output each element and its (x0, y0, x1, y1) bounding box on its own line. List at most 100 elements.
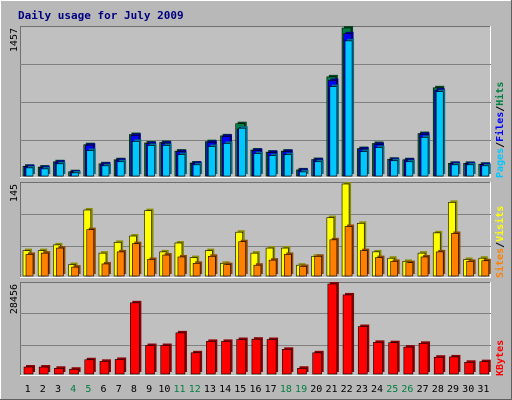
bar-kbytes-day-24 (373, 342, 383, 375)
day-label-12: 12 (189, 384, 201, 395)
bar-kbytes-day-1 (23, 366, 34, 375)
bar-pages-day-14 (223, 143, 231, 177)
day-label-25: 25 (386, 384, 398, 395)
bar-pages-day-22 (344, 40, 353, 177)
bar-kbytes-day-2 (38, 366, 49, 375)
bar-kbytes-day-23 (357, 326, 368, 375)
day-label-20: 20 (310, 384, 322, 395)
bar-pages-day-4 (71, 172, 79, 177)
bar-pages-day-6 (101, 165, 110, 177)
legend-kbytes: KBytes (495, 340, 506, 376)
bar-sites-day-31 (481, 260, 490, 277)
bar-kbytes-day-13 (206, 341, 216, 375)
legend-separator: / (495, 106, 506, 112)
day-label-1: 1 (25, 384, 31, 395)
bar-pages-day-16 (253, 153, 262, 177)
day-label-11: 11 (174, 384, 186, 395)
day-label-16: 16 (249, 384, 261, 395)
bar-kbytes-day-16 (251, 338, 262, 375)
bar-sites-day-14 (223, 264, 231, 277)
middle-legend: Sites/Visits (494, 206, 506, 278)
bar-sites-day-6 (101, 263, 110, 277)
bar-sites-day-1 (25, 254, 34, 277)
legend-visits-sites: Sites/Visits (494, 206, 506, 278)
bar-pages-day-10 (162, 145, 171, 177)
bar-pages-day-19 (299, 171, 307, 177)
bar-pages-day-30 (466, 164, 474, 177)
bar-sites-day-12 (192, 263, 201, 277)
day-axis-labels: 1 2 3 4 5 6 7 8 9 10 11 12 13 14 15 16 17 18 19 20 21 22 23 24 2… (25, 384, 490, 395)
day-label-13: 13 (204, 384, 216, 395)
bar-kbytes-day-18 (281, 349, 292, 375)
day-label-26: 26 (401, 384, 413, 395)
bar-pages-day-31 (481, 165, 490, 177)
bar-sites-day-16 (253, 264, 262, 277)
bar-sites-day-28 (435, 251, 444, 277)
day-label-7: 7 (116, 384, 122, 395)
bar-kbytes-day-3 (54, 368, 64, 375)
bar-sites-day-23 (359, 250, 368, 277)
bottom-legend: KBytes (495, 340, 506, 376)
day-label-10: 10 (158, 384, 170, 395)
bar-sites-day-27 (420, 256, 429, 277)
bar-kbytes-day-27 (418, 343, 429, 375)
bar-sites-day-15 (238, 241, 247, 277)
bar-pages-day-12 (192, 164, 201, 177)
top-legend: Pages/Files/Hits (494, 82, 506, 178)
day-label-17: 17 (265, 384, 277, 395)
bar-kbytes-day-30 (464, 361, 474, 375)
legend-files: Files (494, 112, 506, 142)
bar-kbytes-day-26 (403, 346, 414, 375)
bar-pages-day-25 (390, 160, 398, 177)
bar-pages-day-9 (147, 145, 155, 177)
bar-pages-day-2 (40, 168, 49, 177)
bar-sites-day-4 (71, 266, 79, 277)
visits-sites-panel: 145 (9, 182, 491, 278)
bar-sites-day-7 (116, 251, 125, 277)
bar-pages-day-27 (420, 137, 429, 177)
kbytes-panel: 28456 (9, 282, 491, 376)
day-label-24: 24 (371, 384, 383, 395)
day-label-22: 22 (341, 384, 353, 395)
bar-sites-day-21 (329, 239, 338, 277)
bottom-max-label: 28456 (9, 284, 20, 314)
bar-sites-day-19 (299, 266, 307, 277)
day-label-29: 29 (447, 384, 459, 395)
day-label-28: 28 (432, 384, 444, 395)
hits-files-pages-panel: 1457 (9, 26, 491, 178)
bar-pages-day-23 (359, 151, 368, 177)
legend-separator: / (495, 142, 506, 148)
bar-sites-day-10 (162, 254, 171, 277)
bar-pages-day-11 (177, 154, 186, 177)
legend-hits: Hits (494, 82, 506, 106)
day-label-27: 27 (417, 384, 429, 395)
bar-kbytes-day-20 (312, 352, 322, 375)
bar-sites-day-22 (344, 226, 353, 277)
bar-pages-day-1 (25, 167, 34, 177)
bar-kbytes-day-7 (114, 359, 125, 375)
bar-pages-day-21 (329, 86, 338, 177)
bar-kbytes-day-4 (69, 368, 79, 375)
day-label-19: 19 (295, 384, 307, 395)
bar-sites-day-26 (405, 262, 414, 277)
bar-kbytes-day-22 (342, 294, 353, 375)
bar-pages-day-5 (86, 150, 95, 177)
day-label-3: 3 (55, 384, 61, 395)
legend-visits: Visits (494, 206, 506, 242)
day-label-9: 9 (146, 384, 152, 395)
day-label-2: 2 (40, 384, 46, 395)
bar-pages-day-26 (405, 161, 414, 177)
bar-pages-day-7 (116, 161, 125, 177)
bar-pages-day-20 (314, 161, 322, 177)
day-label-21: 21 (325, 384, 337, 395)
day-label-30: 30 (462, 384, 474, 395)
bar-pages-day-17 (268, 155, 277, 177)
bar-pages-day-15 (238, 127, 247, 177)
bar-kbytes-day-9 (145, 345, 155, 375)
bar-kbytes-day-5 (84, 359, 95, 375)
legend-sites: Sites (494, 248, 506, 278)
bar-kbytes-day-31 (479, 361, 490, 375)
legend-separator: / (495, 242, 506, 248)
bar-sites-day-2 (40, 252, 49, 277)
